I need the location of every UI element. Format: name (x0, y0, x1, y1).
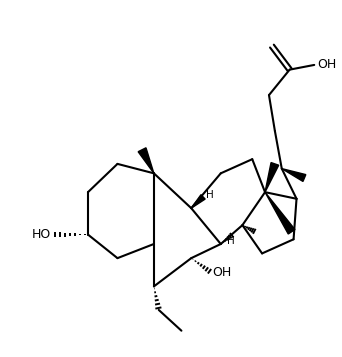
Polygon shape (265, 162, 279, 192)
Polygon shape (138, 148, 154, 173)
Text: OH: OH (213, 266, 232, 279)
Text: HO: HO (31, 228, 51, 241)
Text: H: H (227, 236, 235, 246)
Text: OH: OH (317, 59, 336, 71)
Polygon shape (191, 195, 205, 208)
Polygon shape (265, 192, 295, 234)
Text: H: H (207, 190, 214, 200)
Polygon shape (282, 169, 306, 181)
